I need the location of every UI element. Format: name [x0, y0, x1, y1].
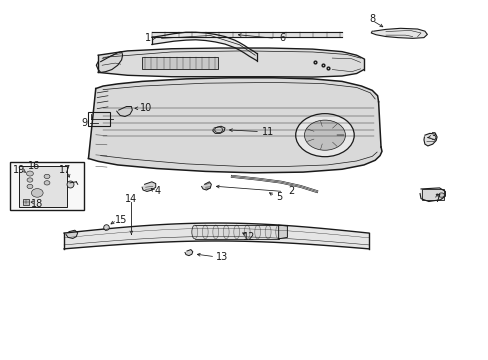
Text: 5: 5: [276, 192, 282, 202]
Ellipse shape: [264, 225, 270, 239]
Text: 1: 1: [145, 33, 151, 43]
Ellipse shape: [212, 225, 218, 239]
Circle shape: [27, 184, 33, 189]
Polygon shape: [212, 126, 224, 134]
Text: 14: 14: [125, 194, 137, 204]
Text: 7: 7: [433, 194, 439, 204]
Text: 2: 2: [288, 186, 294, 197]
Circle shape: [27, 178, 33, 182]
Text: 19: 19: [13, 165, 25, 175]
Text: 8: 8: [368, 14, 375, 24]
Circle shape: [44, 174, 50, 179]
Ellipse shape: [233, 225, 239, 239]
Circle shape: [214, 127, 222, 133]
FancyBboxPatch shape: [19, 166, 66, 207]
Polygon shape: [423, 134, 436, 146]
Text: 10: 10: [140, 103, 152, 113]
Text: 9: 9: [81, 118, 87, 128]
Text: 16: 16: [28, 161, 40, 171]
Ellipse shape: [223, 225, 229, 239]
Polygon shape: [419, 188, 445, 202]
Ellipse shape: [275, 225, 281, 239]
Polygon shape: [152, 32, 256, 60]
Polygon shape: [201, 182, 211, 190]
Ellipse shape: [202, 225, 208, 239]
Text: 3: 3: [430, 132, 436, 142]
Polygon shape: [98, 48, 363, 77]
Ellipse shape: [191, 225, 197, 239]
Text: 17: 17: [59, 165, 71, 175]
Text: 12: 12: [243, 232, 255, 242]
Circle shape: [304, 120, 345, 150]
Circle shape: [26, 171, 33, 176]
Polygon shape: [88, 78, 381, 173]
Text: 11: 11: [261, 127, 273, 136]
Ellipse shape: [244, 225, 249, 239]
Text: 18: 18: [31, 199, 43, 210]
Text: 13: 13: [216, 252, 228, 262]
FancyBboxPatch shape: [142, 57, 217, 69]
Text: 4: 4: [154, 186, 161, 197]
Polygon shape: [117, 107, 132, 117]
Circle shape: [295, 114, 353, 157]
Ellipse shape: [254, 225, 260, 239]
Circle shape: [438, 193, 444, 197]
Text: 6: 6: [279, 33, 285, 43]
Polygon shape: [184, 249, 192, 256]
Polygon shape: [96, 51, 122, 72]
Circle shape: [44, 181, 50, 185]
FancyBboxPatch shape: [10, 162, 83, 211]
Polygon shape: [370, 28, 427, 39]
Polygon shape: [278, 225, 287, 239]
Text: 15: 15: [115, 215, 127, 225]
Circle shape: [31, 189, 43, 197]
Polygon shape: [66, 230, 78, 238]
Polygon shape: [142, 182, 156, 192]
FancyBboxPatch shape: [421, 189, 443, 201]
